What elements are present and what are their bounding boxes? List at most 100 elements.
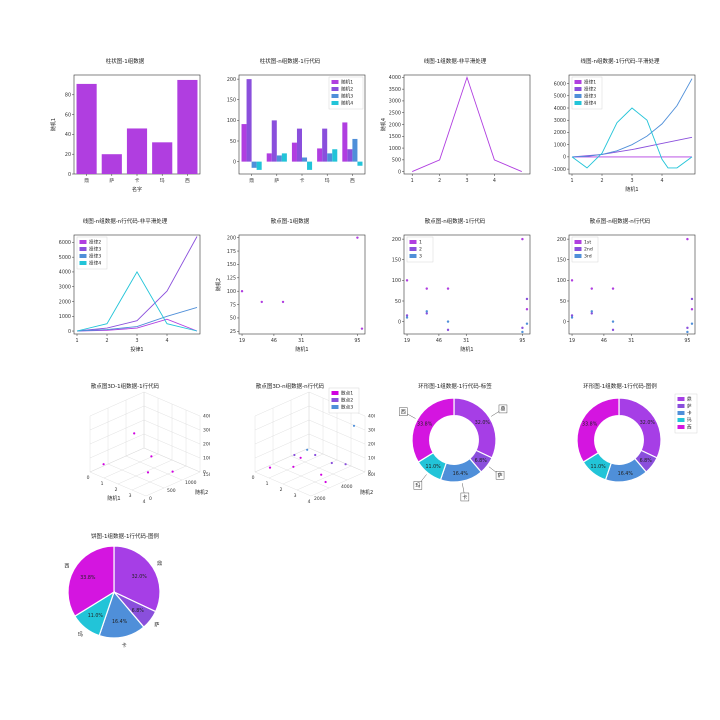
scatter-point [293,453,296,457]
y-tick-label: 125 [227,276,236,282]
chart-title: 散点图3D-1组数据-1行代码 [91,382,160,390]
slice-label: 萨 [154,622,159,629]
scatter-point [320,473,323,476]
legend-label: 投律4 [584,100,596,107]
legend-label: 3rd [584,254,592,260]
legend-swatch [677,418,685,422]
z-tick-label: 1000 [203,456,210,462]
z-tick-label: 0 [203,470,206,476]
bar [307,161,313,170]
y-axis-label: 随机2 [360,489,373,496]
label-box [413,481,423,490]
scatter-point [690,322,694,325]
y-tick-label: 3500 [389,87,401,93]
x-tick-label: 鼎 [249,177,254,184]
x-tick-label: 卡 [135,177,140,184]
chart-title: 散点图-1组数据 [271,217,310,225]
legend-label: 投律2 [89,239,101,246]
slice-label: 卡 [122,642,127,649]
series-line [76,271,198,332]
x-tick-label: 萨 [274,177,279,184]
chart-panel-c1: 柱状图-1组数据 0 20 40 60 80 鼎 萨 卡 玛 西名字 随机1 [40,55,210,200]
legend-swatch [574,240,582,244]
scatter-point [405,316,409,319]
bar [246,79,252,162]
y-axis-label: 随机4 [380,118,387,131]
y-tick-label: 150 [557,258,566,264]
x-tick-label: 西 [185,178,190,184]
legend-swatch [677,397,685,401]
pie-slice [67,545,115,617]
x-tick-label: 4 [165,338,168,344]
bar [101,154,122,174]
grid-line [107,463,165,489]
y-tick-label: 500 [392,158,401,164]
x-tick-label: 1 [411,178,414,184]
legend-swatch [677,425,685,429]
bar [357,161,363,166]
scatter-point [324,480,327,484]
legend-label: 1st [584,240,591,246]
legend-label: 1 [419,240,422,246]
grid-line [254,419,310,445]
chart-title: 环形图-1组数据-1行代码-标签 [418,382,492,390]
x-axis-label: 随机1 [295,346,308,353]
pct-label: 11.0% [590,464,606,470]
grid-line [89,447,145,473]
scatter-point [521,326,524,330]
scatter-point [446,287,450,290]
legend-label: 随机4 [341,100,353,107]
bar [126,128,148,174]
y-tick-label: 80 [65,93,71,99]
legend-label: 随机2 [341,86,353,93]
y-tick-label: 200 [227,235,236,241]
scatter-point [344,463,347,466]
x-tick-label: 0 [252,475,255,481]
bar [291,142,297,162]
scatter-point [314,453,317,457]
y-tick-label: 75 [230,302,236,308]
slice-label: 萨 [498,472,503,479]
legend-swatch [574,94,582,98]
z-tick-label: 3000 [368,428,375,434]
x-tick-label: 1 [75,338,78,344]
grid-line [89,419,145,445]
x-tick-label: 3 [465,178,468,184]
y-tick-label: 40 [65,132,71,138]
y-tick-label: 50 [560,299,566,305]
x-tick-label: 4 [143,499,146,505]
chart-panel-c13: 饼图-1组数据-1行代码-图例 32.0% 鼎 6.8% 萨 16.4% 卡 11.0% 玛 33… [40,530,210,650]
pct-label: 16.4% [112,619,128,625]
y-tick-label: -1000 [552,167,566,173]
scatter-point [299,456,302,459]
legend-swatch [409,254,417,258]
series-line [571,136,693,158]
grid-line [268,453,324,479]
bar [271,120,277,162]
x-axis-label: 投律1 [130,346,143,353]
scatter-point [102,463,105,466]
scatter-point [686,326,689,330]
chart-panel-c10: 散点图3D-n组数据-n行代码0123420004000600001000200… [205,380,380,510]
scatter-point [425,312,428,315]
y-tick-label: 100 [227,118,236,124]
x-axis-label: 随机1 [625,186,638,193]
y-tick-label: 175 [227,249,236,255]
scatter-point [405,279,409,282]
y-tick-label: 6000 [554,81,566,87]
y-tick-label: 500 [167,488,176,494]
chart-svg-c10: 散点图3D-n组数据-n行代码0123420004000600001000200… [252,382,380,505]
y-tick-label: 100 [392,278,401,284]
pie-slice [453,397,497,459]
slice-label: 卡 [462,494,467,501]
scatter-point [570,316,574,319]
y-tick-label: 200 [227,77,236,83]
bar [296,128,302,162]
grid-line [131,465,187,491]
y-tick-label: 3000 [389,99,401,105]
y-tick-label: 3000 [59,285,71,291]
chart-svg-c5: 线图-n组数据-n行代码-非平滑处理 0 1000 2000 3000 4000 5000 6… [59,217,201,353]
grid-line [310,471,366,497]
z-tick-label: 2000 [368,442,375,448]
x-tick-label: 46 [601,338,607,344]
